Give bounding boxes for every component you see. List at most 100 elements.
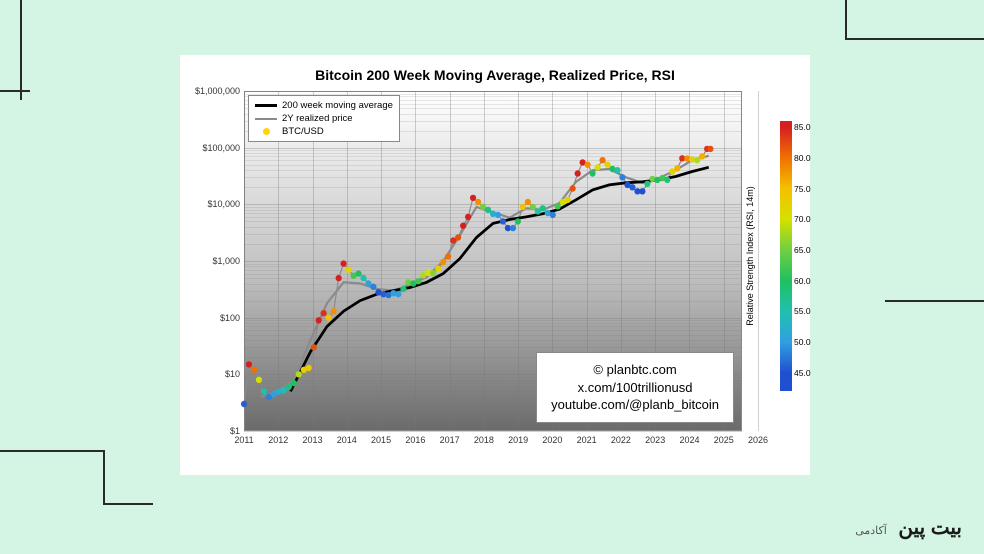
btc-point (326, 315, 332, 321)
btc-point (251, 367, 257, 373)
rsi-colorbar: 45.050.055.060.065.070.075.080.085.0 Rel… (780, 121, 792, 391)
x-tick-label: 2014 (337, 435, 357, 445)
colorbar-tick: 80.0 (794, 153, 811, 163)
btc-point (599, 157, 605, 163)
btc-point (664, 177, 670, 183)
y-tick-label: $100 (220, 313, 240, 323)
btc-point (540, 205, 546, 211)
x-tick-label: 2025 (714, 435, 734, 445)
x-tick-label: 2026 (748, 435, 768, 445)
colorbar-label: Relative Strength Index (RSI, 14m) (745, 186, 755, 326)
attribution-box: © planbtc.com x.com/100trillionusd youtu… (536, 352, 734, 423)
x-tick-label: 2012 (268, 435, 288, 445)
legend-label: 2Y realized price (282, 113, 353, 124)
btc-point (400, 286, 406, 292)
colorbar-tick: 45.0 (794, 368, 811, 378)
btc-point (360, 275, 366, 281)
btc-point (331, 308, 337, 314)
btc-point (415, 278, 421, 284)
legend-item-realized: 2Y realized price (255, 112, 393, 125)
btc-point (575, 170, 581, 176)
btc-point (445, 253, 451, 259)
btc-point (345, 267, 351, 273)
y-tick-label: $100,000 (202, 143, 240, 153)
x-tick-label: 2020 (542, 435, 562, 445)
btc-point (594, 164, 600, 170)
x-tick-label: 2022 (611, 435, 631, 445)
btc-point (565, 197, 571, 203)
btc-point (455, 234, 461, 240)
btc-point (674, 165, 680, 171)
x-tick-label: 2019 (508, 435, 528, 445)
btc-point (520, 204, 526, 210)
y-tick-label: $1,000,000 (195, 86, 240, 96)
x-tick-label: 2018 (474, 435, 494, 445)
btc-point (570, 185, 576, 191)
legend-item-btc: BTC/USD (255, 125, 393, 138)
btc-point (639, 188, 645, 194)
btc-point (555, 203, 561, 209)
btc-point (525, 199, 531, 205)
btc-point (336, 275, 342, 281)
btc-point (707, 146, 713, 152)
btc-point (321, 310, 327, 316)
colorbar-tick: 60.0 (794, 276, 811, 286)
brand-sub: آکادمی (855, 525, 887, 537)
y-tick-label: $10,000 (207, 199, 240, 209)
btc-point (530, 204, 536, 210)
btc-point (355, 270, 361, 276)
y-tick-label: $1,000 (212, 256, 240, 266)
btc-point (699, 153, 705, 159)
btc-point (465, 214, 471, 220)
btc-point (515, 218, 521, 224)
x-tick-label: 2024 (679, 435, 699, 445)
btc-point (291, 380, 297, 386)
btc-point (470, 195, 476, 201)
btc-point (460, 223, 466, 229)
attribution-line: youtube.com/@planb_bitcoin (551, 396, 719, 414)
btc-point (500, 218, 506, 224)
btc-point (241, 401, 247, 407)
btc-point (340, 260, 346, 266)
btc-point (495, 212, 501, 218)
legend: 200 week moving average 2Y realized pric… (248, 95, 400, 142)
btc-point (370, 284, 376, 290)
btc-point (694, 157, 700, 163)
colorbar-tick: 55.0 (794, 306, 811, 316)
x-tick-label: 2011 (234, 435, 253, 445)
colorbar-tick: 75.0 (794, 184, 811, 194)
btc-point (619, 174, 625, 180)
colorbar-tick: 70.0 (794, 214, 811, 224)
y-tick-label: $10 (225, 369, 240, 379)
attribution-line: x.com/100trillionusd (551, 379, 719, 397)
chart-title: Bitcoin 200 Week Moving Average, Realize… (188, 63, 802, 91)
btc-point (430, 270, 436, 276)
legend-label: 200 week moving average (282, 100, 393, 111)
btc-point (614, 167, 620, 173)
colorbar-tick: 85.0 (794, 122, 811, 132)
btc-point (316, 317, 322, 323)
plot-area: $1$10$100$1,000$10,000$100,000$1,000,000… (244, 91, 742, 431)
x-tick-label: 2017 (440, 435, 460, 445)
btc-point (550, 212, 556, 218)
chart-panel: Bitcoin 200 Week Moving Average, Realize… (180, 55, 810, 475)
btc-point (440, 259, 446, 265)
legend-item-ma200: 200 week moving average (255, 99, 393, 112)
btc-point (246, 361, 252, 367)
btc-point (256, 377, 262, 383)
btc-point (585, 162, 591, 168)
btc-point (604, 162, 610, 168)
btc-point (261, 388, 267, 394)
x-tick-label: 2013 (303, 435, 323, 445)
btc-point (485, 207, 491, 213)
x-tick-label: 2016 (405, 435, 425, 445)
btc-point (296, 371, 302, 377)
btc-point (475, 199, 481, 205)
btc-point (281, 387, 287, 393)
btc-point (644, 181, 650, 187)
btc-point (510, 225, 516, 231)
legend-label: BTC/USD (282, 126, 324, 137)
btc-point (395, 291, 401, 297)
btc-point (629, 184, 635, 190)
colorbar-tick: 50.0 (794, 337, 811, 347)
